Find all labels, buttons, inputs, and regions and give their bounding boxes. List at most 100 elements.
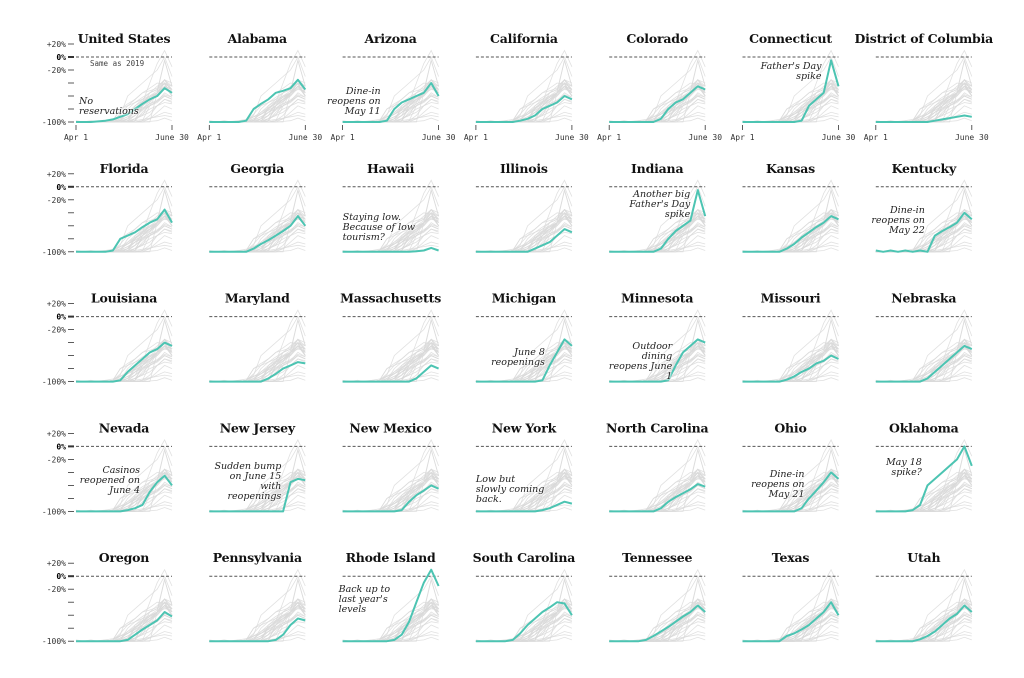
annotation: Low but slowly coming back. — [476, 475, 544, 505]
annotation: Sudden bump on June 15 with reopenings — [214, 462, 281, 502]
x-tick-label: Apr 1 — [730, 133, 754, 142]
panel-title: Missouri — [761, 291, 821, 306]
state-series-line — [475, 500, 573, 513]
y-tick-label: -20% — [47, 585, 66, 594]
annotation: June 8 reopenings — [491, 346, 545, 368]
panel-title: Hawaii — [367, 161, 415, 176]
annotation-line: Sudden bump — [214, 461, 282, 473]
background-series-line — [742, 94, 839, 123]
panel-new-jersey: New Jersey — [209, 420, 306, 513]
annotation-line: June 4 — [109, 485, 140, 497]
y-tick-label: -20% — [47, 326, 66, 335]
state-series-line — [609, 483, 706, 513]
y-tick-label: -100% — [42, 507, 66, 516]
state-series-line — [609, 189, 707, 253]
panel-maryland: Maryland — [209, 291, 306, 383]
y-tick-label: -20% — [47, 196, 66, 205]
annotation-line: Staying low. — [342, 211, 401, 223]
panel-title: New Mexico — [349, 420, 431, 435]
panel-title: Connecticut — [749, 31, 832, 46]
state-series-line — [209, 78, 307, 123]
background-series-line — [342, 483, 439, 512]
panel-new-mexico: New Mexico — [342, 420, 440, 513]
panel-florida: Florida +20% 0% -20% -100% — [42, 161, 173, 257]
annotation-line: with — [260, 481, 282, 493]
state-series-line — [76, 87, 173, 123]
state-series-line — [609, 85, 706, 123]
annotation-line: reopenings — [227, 491, 282, 503]
background-series-line — [875, 215, 973, 253]
panel-indiana: Indiana — [609, 161, 707, 253]
state-series-line — [742, 471, 840, 513]
annotation: Casinos reopened on June 4 — [80, 466, 140, 496]
panel-title: Rhode Island — [346, 550, 436, 565]
panel-title: Minnesota — [621, 291, 693, 306]
y-tick-label: -20% — [47, 66, 66, 75]
annotation-line: Father's Day — [760, 61, 822, 72]
annotation: Dine-in reopens on May 11 — [327, 87, 380, 117]
panel-title: Maryland — [225, 291, 290, 306]
panel-tennessee: Tennessee — [609, 550, 706, 643]
background-series-line — [209, 613, 306, 642]
state-series-line — [609, 604, 706, 643]
state-series-line — [209, 361, 306, 383]
annotation-line: Outdoor — [632, 340, 673, 352]
y-tick-label: +20% — [47, 170, 66, 179]
panel-texas: Texas — [742, 550, 840, 643]
panel-title: Tennessee — [622, 550, 692, 565]
background-series-line — [609, 94, 706, 123]
annotation-line: May 11 — [344, 106, 381, 117]
panel-nevada: Nevada +20% 0% -20% -100% — [42, 420, 173, 516]
background-series-line — [875, 94, 972, 123]
y-tick-label: 0% — [56, 183, 66, 192]
panel-title: Michigan — [492, 291, 556, 306]
annotation: May 18 spike? — [886, 458, 922, 478]
annotation-line: reopenings — [491, 356, 545, 368]
state-series-line — [209, 477, 306, 513]
background-series-line — [209, 224, 306, 253]
y-tick-label: -100% — [42, 637, 66, 646]
background-series-line — [209, 353, 306, 382]
y-tick-label: -100% — [42, 248, 66, 257]
panel-california: California Apr 1 June 30 — [464, 31, 589, 142]
state-series-line — [475, 601, 573, 643]
panel-title: California — [490, 31, 558, 46]
state-series-line — [875, 211, 973, 253]
y-tick-label: -100% — [42, 378, 66, 387]
annotation-line: Back up to — [338, 584, 391, 596]
panel-title: Colorado — [626, 31, 688, 46]
background-series-line — [742, 224, 839, 253]
annotation-line: reopens on — [751, 479, 805, 491]
panel-title: New Jersey — [220, 420, 296, 435]
panel-title: Florida — [100, 161, 149, 176]
annotation-line: 1 — [666, 370, 673, 382]
background-series-line — [342, 613, 439, 642]
x-tick-label: Apr 1 — [64, 133, 88, 142]
x-tick-label: Apr 1 — [597, 133, 621, 142]
state-series-line — [475, 95, 573, 123]
annotation-line: dining — [641, 350, 673, 362]
panel-new-york: New York — [475, 420, 573, 513]
panel-title: South Carolina — [473, 550, 576, 565]
state-series-line — [475, 338, 573, 383]
panel-nebraska: Nebraska — [875, 291, 973, 383]
background-series-line — [742, 613, 839, 642]
annotation-line: Casinos — [102, 465, 140, 477]
panel-louisiana: Louisiana +20% 0% -20% -100% — [42, 291, 173, 387]
state-series-line — [342, 246, 439, 253]
state-series-line — [342, 568, 440, 643]
panel-minnesota: Minnesota — [609, 291, 706, 383]
panel-title: Alabama — [227, 31, 287, 46]
annotation: Dine-in reopens on May 21 — [751, 470, 804, 500]
background-series-line — [875, 353, 972, 382]
panel-title: United States — [78, 31, 171, 46]
annotation-line: reopens on — [327, 96, 381, 107]
panel-oregon: Oregon +20% 0% -20% -100% — [42, 550, 173, 646]
annotation-line: Dine-in — [769, 469, 805, 481]
background-series-line — [342, 353, 439, 382]
panel-kentucky: Kentucky — [875, 161, 973, 253]
annotation-line: June 8 — [514, 346, 545, 358]
x-tick-label: Apr 1 — [464, 133, 488, 142]
annotation-line: May 18 — [885, 457, 922, 469]
